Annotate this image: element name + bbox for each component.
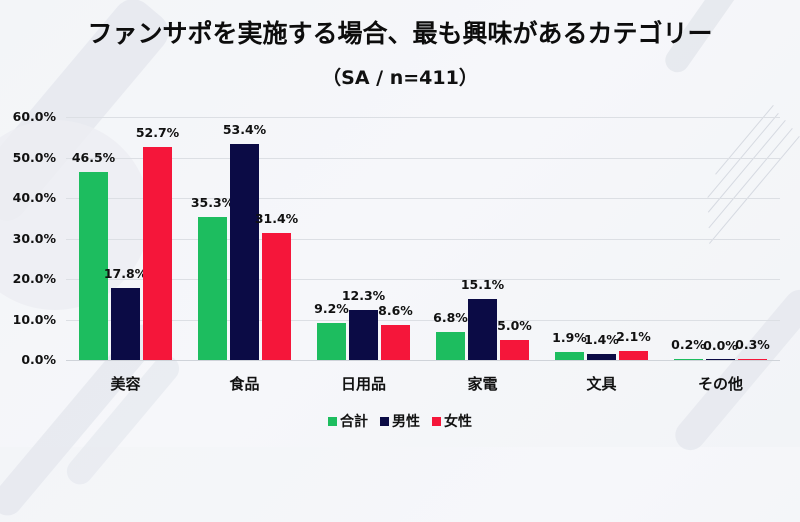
bar-value-label: 1.4% (584, 332, 619, 348)
bar (555, 352, 584, 360)
gridline (66, 158, 780, 159)
legend-item-total: 合計 (328, 411, 368, 431)
y-tick-label: 40.0% (12, 190, 56, 205)
bar (79, 171, 108, 360)
bar (198, 217, 227, 360)
bar-value-label: 5.0% (497, 317, 532, 333)
category-label: 家電 (467, 375, 498, 393)
category-label: 日用品 (340, 375, 386, 393)
bar (468, 298, 497, 360)
chart-title: ファンサポを実施する場合、最も興味があるカテゴリー (87, 19, 713, 48)
y-tick-label: 50.0% (12, 149, 56, 165)
bar (349, 310, 378, 360)
gridline (66, 239, 780, 240)
bar-value-label: 53.4% (222, 121, 267, 137)
category-label: 文具 (586, 375, 617, 393)
bar (111, 287, 140, 360)
bar-value-label: 9.2% (314, 300, 349, 316)
chart-subtitle: （SA / n=411） (322, 67, 478, 89)
bar (619, 351, 648, 360)
y-tick-label: 10.0% (12, 311, 56, 327)
legend: 合計 男性 女性 (0, 411, 800, 431)
bar (230, 143, 259, 360)
bar (587, 354, 616, 360)
bar-value-label: 31.4% (254, 210, 299, 226)
gridline (66, 117, 780, 118)
y-tick-label: 60.0% (12, 109, 56, 124)
legend-item-male: 男性 (380, 411, 420, 431)
bar-value-label: 0.3% (735, 336, 770, 352)
gridline (66, 320, 780, 321)
bar-value-label: 12.3% (341, 288, 386, 304)
y-tick-label: 30.0% (12, 230, 56, 246)
bar-value-label: 52.7% (135, 124, 180, 140)
y-tick-label: 0.0% (21, 352, 56, 367)
legend-label-male: 男性 (392, 414, 420, 430)
legend-swatch-total (328, 416, 337, 426)
bar-value-label: 8.6% (378, 303, 413, 319)
bar (500, 339, 529, 360)
gridline (66, 279, 780, 280)
bar-value-label: 17.8% (103, 265, 148, 281)
bar (706, 358, 735, 360)
bar-value-label: 1.9% (552, 330, 587, 346)
legend-label-female: 女性 (444, 414, 472, 430)
bar-value-label: 6.8% (433, 310, 468, 326)
legend-item-female: 女性 (432, 411, 472, 431)
bar (381, 325, 410, 360)
bar-value-label: 35.3% (190, 195, 235, 211)
bar (674, 358, 703, 360)
category-label: 食品 (229, 375, 260, 393)
x-axis-baseline (66, 360, 780, 361)
bar (436, 332, 465, 360)
bar (143, 146, 172, 360)
category-label: 美容 (110, 375, 141, 393)
legend-swatch-male (380, 416, 389, 426)
bar-value-label: 2.1% (616, 329, 651, 345)
y-tick-label: 20.0% (12, 271, 56, 286)
bar (317, 322, 346, 360)
bar-value-label: 46.5% (71, 149, 116, 165)
category-label: その他 (697, 375, 743, 393)
legend-swatch-female (432, 416, 441, 426)
bar (262, 232, 291, 360)
bar-value-label: 0.0% (703, 338, 738, 353)
gridline (66, 198, 780, 199)
bar-value-label: 0.2% (671, 337, 706, 353)
bar-value-label: 15.1% (460, 276, 505, 292)
bar (738, 358, 767, 360)
legend-label-total: 合計 (340, 414, 368, 430)
